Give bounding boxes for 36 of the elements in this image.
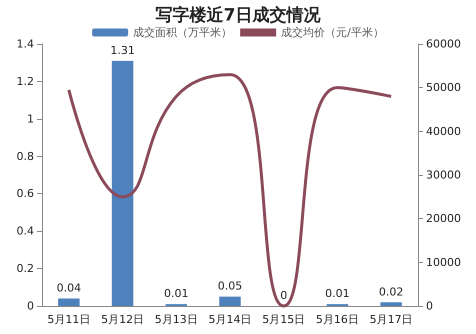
x-tick-label: 5月13日 [154,313,198,326]
legend-label: 成交面积（万平米） [133,26,232,39]
y-tick-label: 1.4 [16,38,34,50]
data-label: 1.31 [110,44,135,57]
data-label: 0.04 [56,282,82,295]
data-label: 0.01 [325,287,350,300]
legend-label: 成交均价（元/平米） [281,26,384,39]
y-tick-label: 0.2 [16,262,34,276]
x-tick-label: 5月17日 [370,313,413,326]
data-label: 0.02 [378,285,404,298]
y-tick-label: 1.2 [16,74,34,88]
x-tick-label: 5月14日 [208,313,252,326]
y2-tick-label: 10000 [426,256,461,269]
y2-tick-label: 30000 [426,168,461,182]
bar [219,296,241,306]
x-tick-label: 5月12日 [101,313,144,326]
chart-title: 写字楼近7日成交情况 [156,6,322,26]
data-label: 0.05 [218,280,242,293]
x-tick-label: 5月16日 [316,313,359,326]
x-tick-label: 5月15日 [262,313,306,326]
data-label: 0.01 [164,287,189,300]
y-tick-label: 0.6 [16,187,34,200]
y2-tick-label: 50000 [426,81,461,94]
y2-tick-label: 0 [426,300,433,312]
y-tick-label: 0 [27,300,34,312]
y2-tick-label: 20000 [426,212,461,226]
x-tick-label: 5月11日 [47,313,90,326]
y2-tick-label: 60000 [426,38,461,50]
bar [380,302,402,306]
y-tick-label: 0.4 [16,224,34,238]
data-label: 0 [280,289,288,302]
bar [112,60,134,306]
bar [58,298,80,306]
y2-tick-label: 40000 [426,124,461,138]
y-tick-label: 0.8 [16,150,34,163]
y-tick-label: 1 [27,112,34,126]
